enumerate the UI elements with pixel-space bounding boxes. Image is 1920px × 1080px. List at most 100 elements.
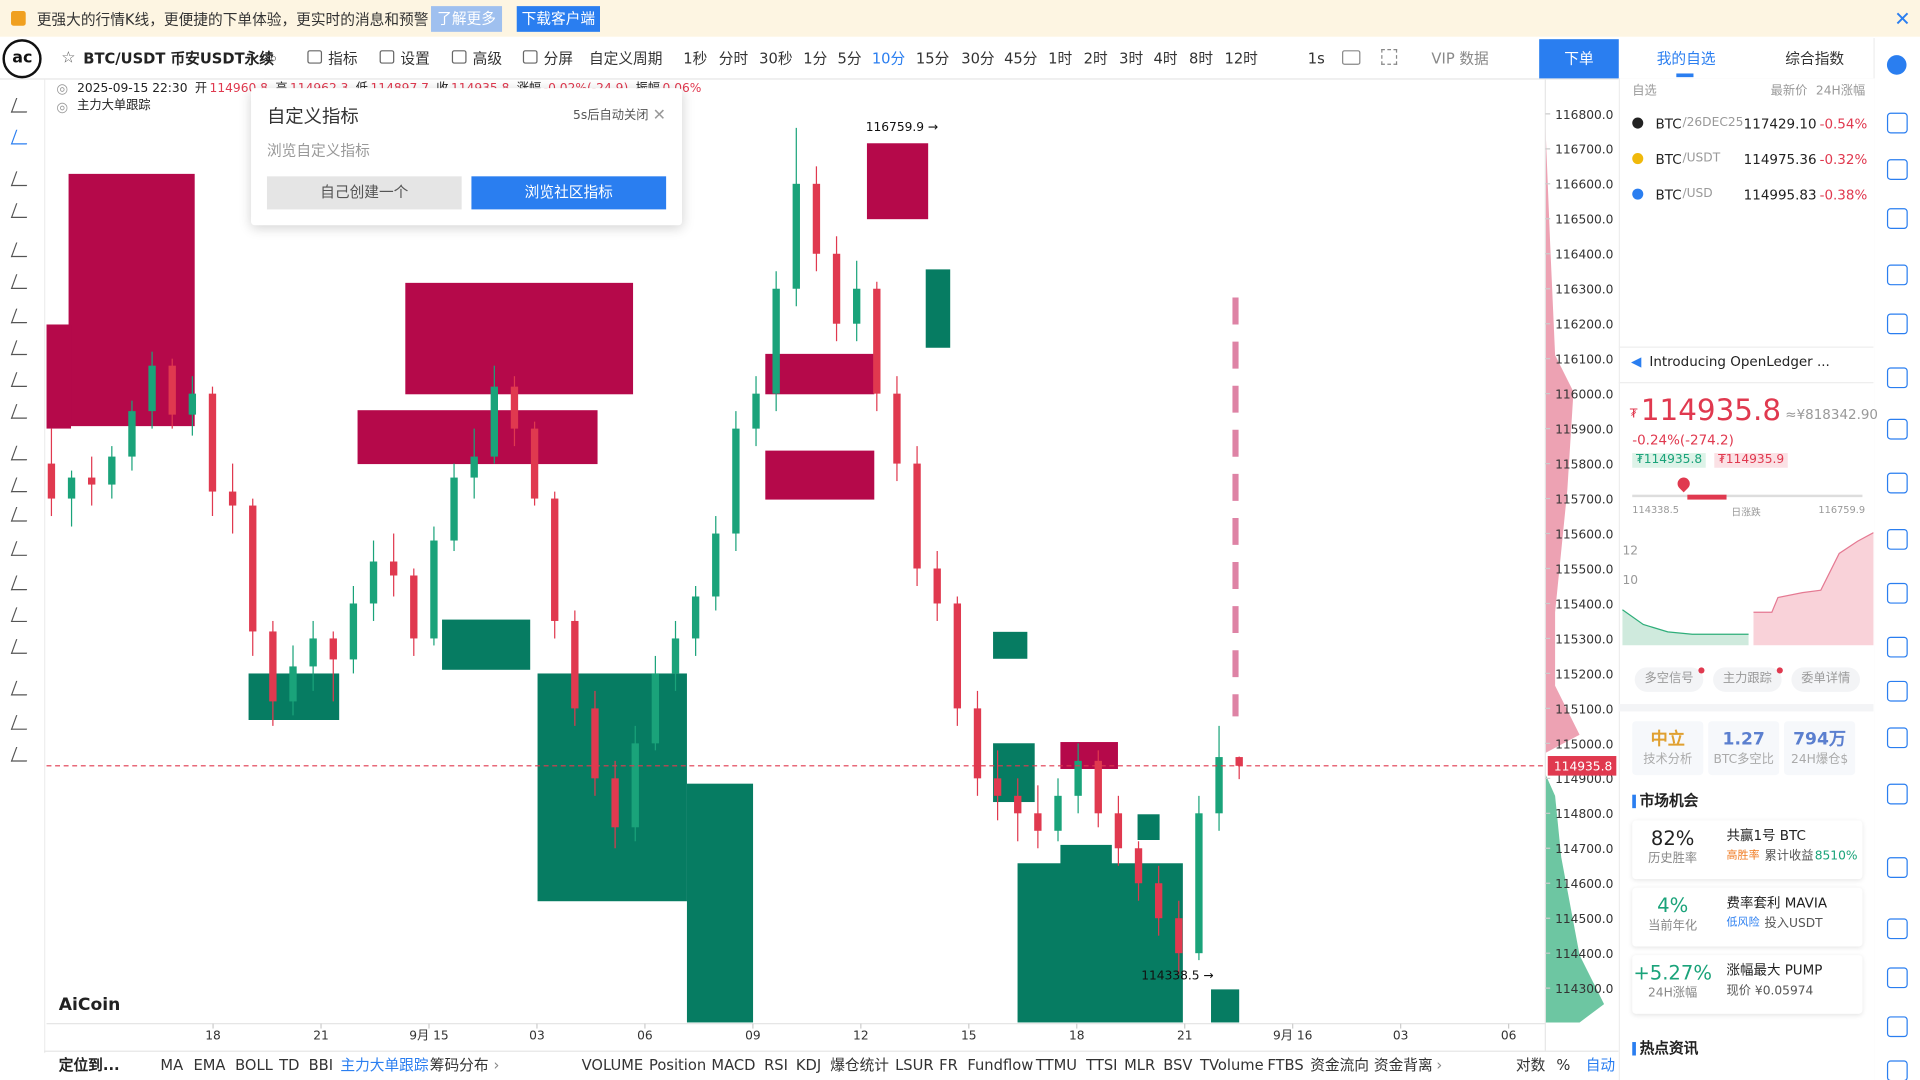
- side-icon[interactable]: [1886, 1060, 1908, 1080]
- scale-option[interactable]: 自动: [1585, 1056, 1616, 1074]
- logo[interactable]: [2, 39, 42, 79]
- vip-data[interactable]: VIP 数据: [1431, 50, 1489, 68]
- period-option[interactable]: 1分: [803, 50, 828, 68]
- camera-icon[interactable]: [1342, 50, 1361, 65]
- symbol-base[interactable]: BTC: [1655, 116, 1682, 133]
- side-icon[interactable]: [1886, 918, 1908, 940]
- main-indicator[interactable]: 筹码分布: [429, 1056, 489, 1074]
- period-option[interactable]: 45分: [1004, 50, 1038, 68]
- period-option[interactable]: 4时: [1153, 50, 1178, 68]
- signal-button[interactable]: 委单详情: [1791, 667, 1860, 692]
- period-option[interactable]: 分时: [718, 50, 749, 68]
- period-option[interactable]: 1秒: [683, 50, 708, 68]
- period-option[interactable]: 15分: [915, 50, 950, 68]
- signal-button[interactable]: 主力跟踪: [1713, 667, 1782, 692]
- side-icon[interactable]: [1886, 528, 1908, 550]
- order-button[interactable]: 下单: [1539, 39, 1619, 79]
- news-headline[interactable]: Introducing OpenLedger ...: [1649, 353, 1830, 370]
- main-indicator[interactable]: TD: [279, 1056, 300, 1074]
- toolbar-item[interactable]: 指标: [328, 50, 358, 68]
- sub-indicator[interactable]: RSI: [764, 1056, 788, 1074]
- sub-indicator[interactable]: TVolume: [1200, 1056, 1264, 1074]
- side-icon[interactable]: [1886, 112, 1908, 134]
- sub-indicator[interactable]: VOLUME: [581, 1056, 644, 1074]
- sub-indicator[interactable]: 资金流向: [1310, 1056, 1369, 1074]
- period-option[interactable]: 30分: [961, 50, 995, 68]
- side-icon[interactable]: [1886, 159, 1908, 180]
- toolbar-icon[interactable]: [522, 50, 538, 64]
- period-option[interactable]: 3时: [1119, 50, 1144, 68]
- side-icon[interactable]: [1886, 208, 1908, 229]
- main-indicator[interactable]: BBI: [308, 1056, 334, 1074]
- side-icon[interactable]: [1886, 418, 1908, 440]
- opportunity-card[interactable]: [1632, 820, 1863, 880]
- toolbar-item[interactable]: 分屏: [543, 50, 574, 68]
- main-indicator[interactable]: 主力大单跟踪: [340, 1056, 429, 1074]
- interval[interactable]: 1s: [1307, 50, 1325, 68]
- main-indicator[interactable]: MA: [160, 1056, 184, 1074]
- sub-indicator[interactable]: 爆仓统计: [830, 1056, 889, 1074]
- side-icon[interactable]: [1886, 55, 1907, 75]
- side-icon[interactable]: [1886, 313, 1908, 335]
- side-icon[interactable]: [1886, 680, 1908, 702]
- symbol-quote[interactable]: /USD: [1682, 187, 1713, 201]
- opportunity-card[interactable]: [1632, 955, 1863, 1014]
- side-icon[interactable]: [1886, 367, 1908, 389]
- toolbar-item[interactable]: 高级: [472, 50, 503, 68]
- close-banner[interactable]: ✕: [1894, 7, 1911, 31]
- star-icon[interactable]: ☆: [61, 48, 76, 68]
- sub-indicator[interactable]: FR: [939, 1056, 958, 1074]
- period-option[interactable]: 12时: [1224, 50, 1258, 68]
- period-option[interactable]: 30秒: [759, 50, 793, 68]
- sub-indicator[interactable]: TTSI: [1086, 1056, 1118, 1074]
- sub-indicator[interactable]: FTBS: [1267, 1056, 1304, 1074]
- sub-indicator[interactable]: BSV: [1163, 1056, 1193, 1074]
- more-arrow[interactable]: ›: [1436, 1056, 1443, 1074]
- side-icon[interactable]: [1886, 1016, 1908, 1038]
- toolbar-item[interactable]: 设置: [400, 50, 430, 68]
- opportunity-card[interactable]: [1632, 887, 1863, 947]
- toolbar-icon[interactable]: [451, 50, 467, 64]
- side-icon[interactable]: [1886, 727, 1908, 749]
- sub-indicator[interactable]: LSUR: [895, 1056, 934, 1074]
- fullscreen-icon[interactable]: [1381, 48, 1398, 65]
- period-option[interactable]: 2时: [1083, 50, 1108, 68]
- symbol-quote[interactable]: /26DEC25: [1682, 116, 1744, 130]
- sub-indicator[interactable]: Position: [648, 1056, 707, 1074]
- tab-watchlist[interactable]: 我的自选: [1656, 50, 1716, 68]
- period-option[interactable]: 8时: [1188, 50, 1214, 68]
- signal-button[interactable]: 多空信号: [1634, 667, 1704, 692]
- symbol[interactable]: BTC/USDT 币安USDT永续: [83, 50, 275, 68]
- scale-option[interactable]: 对数: [1515, 1056, 1546, 1074]
- browse-button[interactable]: 浏览社区指标: [471, 176, 667, 210]
- sub-indicator[interactable]: 资金背离: [1373, 1056, 1433, 1074]
- sub-indicator[interactable]: KDJ: [795, 1056, 822, 1074]
- symbol-base[interactable]: BTC: [1655, 187, 1682, 204]
- more-arrow[interactable]: ›: [493, 1056, 500, 1074]
- period-option[interactable]: 1时: [1048, 50, 1073, 68]
- side-icon[interactable]: [1886, 264, 1908, 286]
- popup-close[interactable]: ✕: [652, 106, 667, 125]
- period-option[interactable]: 10分: [871, 50, 906, 68]
- side-icon[interactable]: [1886, 636, 1908, 658]
- create-button[interactable]: 自己创建一个: [266, 176, 462, 210]
- side-icon[interactable]: [1886, 582, 1908, 604]
- side-icon[interactable]: [1886, 857, 1908, 878]
- symbol-quote[interactable]: /USDT: [1682, 151, 1721, 166]
- symbol-base[interactable]: BTC: [1655, 151, 1682, 168]
- search-icon[interactable]: ⌕: [269, 48, 278, 67]
- locate-button[interactable]: 定位到...: [58, 1056, 120, 1074]
- tab-index[interactable]: 综合指数: [1785, 50, 1845, 68]
- sub-indicator[interactable]: MACD: [711, 1056, 756, 1074]
- custom-period[interactable]: 自定义周期: [588, 50, 663, 68]
- side-icon[interactable]: [1886, 967, 1908, 989]
- side-icon[interactable]: [1886, 472, 1908, 494]
- period-option[interactable]: 5分: [837, 50, 862, 68]
- main-indicator[interactable]: BOLL: [235, 1056, 273, 1074]
- toolbar-icon[interactable]: [379, 50, 395, 64]
- sub-indicator[interactable]: TTMU: [1035, 1056, 1078, 1074]
- scale-option[interactable]: %: [1556, 1056, 1571, 1074]
- download-button[interactable]: 下载客户端: [516, 6, 600, 32]
- side-icon[interactable]: [1886, 783, 1908, 805]
- sub-indicator[interactable]: Fundflow: [967, 1056, 1034, 1074]
